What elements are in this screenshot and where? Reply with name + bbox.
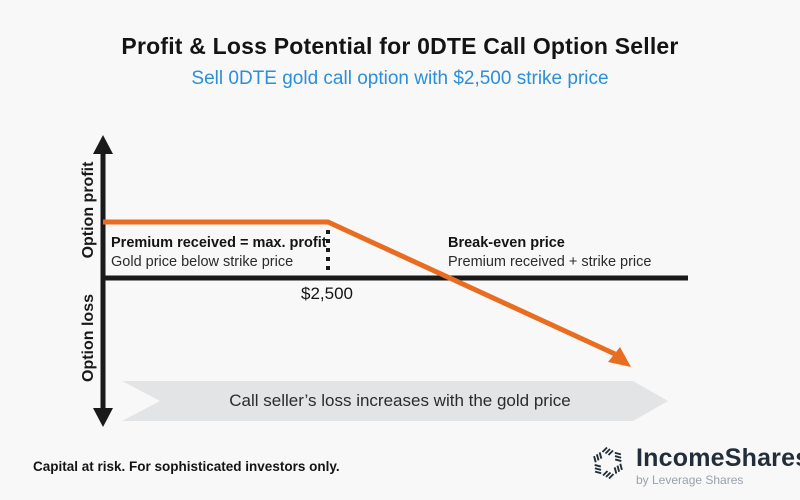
break-even-annotation: Break-even price Premium received + stri…: [448, 234, 651, 272]
max-profit-annotation: Premium received = max. profit Gold pric…: [111, 234, 327, 272]
brand-name: IncomeShares: [636, 443, 800, 472]
y-axis-loss-label: Option loss: [80, 294, 97, 382]
loss-banner-ribbon: [122, 381, 668, 421]
break-even-annotation-title: Break-even price: [448, 235, 565, 251]
brand-tagline: by Leverage Shares: [636, 472, 744, 487]
incomeshares-logo: IncomeShares by Leverage Shares: [590, 444, 800, 487]
payoff-arrowhead-icon: [608, 347, 631, 367]
payoff-line: [103, 219, 617, 357]
logo-text-block: IncomeShares by Leverage Shares: [636, 443, 800, 487]
page-title: Profit & Loss Potential for 0DTE Call Op…: [121, 33, 679, 59]
hex-hatch-logo-icon: [590, 444, 626, 487]
page-subtitle: Sell 0DTE gold call option with $2,500 s…: [191, 68, 609, 89]
y-axis-profit-label: Option profit: [80, 161, 97, 259]
max-profit-annotation-title: Premium received = max. profit: [111, 235, 327, 251]
loss-banner-text: Call seller’s loss increases with the go…: [229, 391, 571, 410]
y-axis-arrow-up-icon: [93, 135, 113, 154]
break-even-annotation-detail: Premium received + strike price: [448, 254, 652, 270]
risk-disclaimer: Capital at risk. For sophisticated inves…: [33, 459, 340, 474]
max-profit-annotation-detail: Gold price below strike price: [111, 254, 294, 270]
y-axis-arrow-down-icon: [93, 408, 113, 427]
strike-price-label: $2,500: [301, 284, 353, 303]
